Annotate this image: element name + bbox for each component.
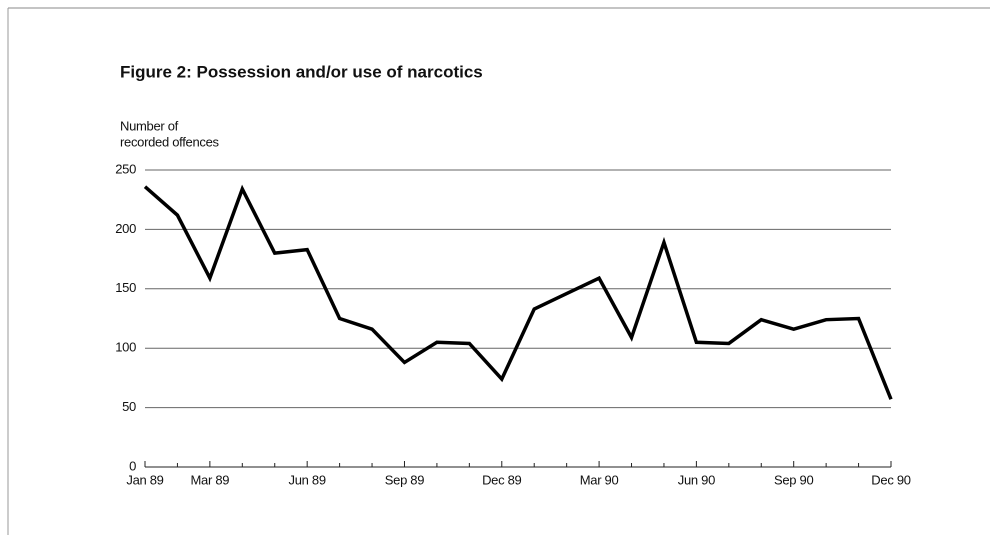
x-tick-label: Jun 89 — [289, 472, 326, 487]
y-tick-label: 150 — [115, 280, 136, 295]
data-line — [143, 184, 893, 400]
y-tick-label: 100 — [115, 340, 136, 355]
chart-title: Figure 2: Possession and/or use of narco… — [120, 62, 483, 81]
y-axis-label: recorded offences — [120, 134, 220, 149]
x-tick-label: Sep 90 — [774, 472, 813, 487]
x-tick-label: Sep 89 — [385, 472, 424, 487]
y-tick-label: 200 — [115, 221, 136, 236]
y-tick-label: 250 — [115, 161, 136, 176]
x-tick-label: Mar 89 — [191, 472, 230, 487]
x-tick-label: Dec 90 — [871, 472, 910, 487]
x-tick-label: Jan 89 — [126, 472, 163, 487]
x-tick-label: Jun 90 — [678, 472, 715, 487]
x-tick-label: Mar 90 — [580, 472, 619, 487]
y-tick-label: 50 — [122, 399, 136, 414]
y-axis-label: Number of — [120, 118, 179, 133]
y-tick-label: 0 — [129, 458, 136, 473]
x-tick-label: Dec 89 — [482, 472, 521, 487]
